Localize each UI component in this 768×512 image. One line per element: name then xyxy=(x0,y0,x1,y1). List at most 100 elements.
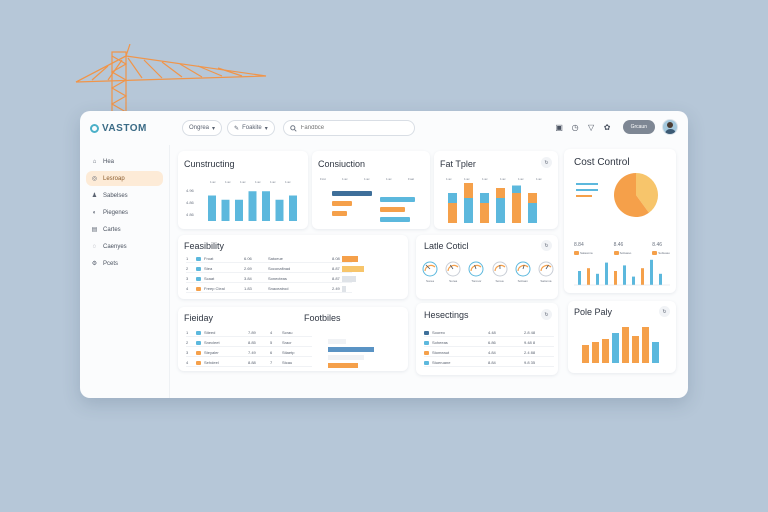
cell-text: Soheeas xyxy=(432,340,448,345)
bar xyxy=(578,271,581,285)
settings-icon[interactable]: ✿ xyxy=(603,122,611,132)
search-input[interactable] xyxy=(300,125,401,131)
table-row[interactable]: 1 Stieed 7.89 4 Scrau xyxy=(186,329,312,337)
table-cell: Satoeue xyxy=(268,256,332,261)
row-swatch xyxy=(196,266,201,271)
legend-swatch xyxy=(652,251,658,255)
gauge[interactable]: Torosor xyxy=(468,261,484,283)
gauge[interactable]: Soltoan xyxy=(515,261,531,283)
pole-bar-chart xyxy=(582,327,659,363)
bar xyxy=(587,268,590,285)
cell-text: Stcau xyxy=(282,360,293,365)
bar xyxy=(623,265,626,285)
gauge[interactable]: Salonna xyxy=(538,261,554,283)
cell-text: Snecleet xyxy=(204,340,220,345)
gauge-arc xyxy=(517,264,529,272)
cell-text: 4.84 xyxy=(488,350,496,355)
bar xyxy=(221,199,230,221)
card-options-button[interactable]: ↻ xyxy=(659,306,670,317)
card-cost-control: Cost Control 8.84 Salaomia 8.46 Soltuaso 8… xyxy=(564,149,676,293)
table-cell: Soconafinad xyxy=(268,266,332,271)
card-options-button[interactable]: ↻ xyxy=(541,309,552,320)
progress-bar xyxy=(342,256,358,262)
table-row[interactable]: 1 Froat 6.06 Satoeue 8.08 xyxy=(186,255,352,263)
bar xyxy=(332,211,347,216)
cost-icon: ◎ xyxy=(91,176,98,182)
card-options-button[interactable]: ↻ xyxy=(541,240,552,251)
table-row[interactable]: 2 Stea 2.69 Soconafinad 8.87 xyxy=(186,265,352,273)
sidebar-item-progress[interactable]: ◐ Piegenes xyxy=(86,205,163,220)
bar xyxy=(332,201,352,206)
cell-text: 5 xyxy=(270,340,273,345)
bar xyxy=(659,273,662,285)
table-cell: Snaceatrod xyxy=(268,286,332,291)
table-cell: 8.84 xyxy=(488,360,524,365)
bar xyxy=(512,185,521,193)
cell-text: Froat xyxy=(204,256,214,261)
table-cell: 4.84 xyxy=(488,350,524,355)
cell-text: 8.87 xyxy=(332,266,340,271)
gauge[interactable]: Sorea xyxy=(422,261,438,283)
table-cell: Soheeas xyxy=(424,340,488,345)
bar xyxy=(528,203,537,223)
table-row[interactable]: Stueruane 8.84 9.8 35 xyxy=(424,359,554,367)
tick-label: 1:ac xyxy=(210,180,216,184)
filter2-label: Foakite xyxy=(242,125,262,131)
clock-icon[interactable]: ◷ xyxy=(571,122,579,132)
table-cell: 4 xyxy=(186,286,196,291)
table-cell: Scaat xyxy=(196,276,244,281)
sidebar-item-label: Sabelses xyxy=(103,192,128,199)
filter-dropdown-1[interactable]: Ongrea ▾ xyxy=(182,120,223,136)
user-menu-button[interactable]: Grcaun xyxy=(622,120,655,134)
table-row[interactable]: Sooreo 4.48 2.8 48 xyxy=(424,329,554,337)
cell-text: Stea xyxy=(204,266,213,271)
row-swatch xyxy=(196,360,201,365)
card-options-button[interactable]: ↻ xyxy=(541,157,552,168)
logo-icon xyxy=(90,123,99,133)
sidebar-item-settings[interactable]: ⚙ Pcets xyxy=(86,256,163,271)
edit-icon: ✎ xyxy=(234,125,240,132)
bar xyxy=(652,342,659,363)
table-cell: 7.49 xyxy=(248,350,270,355)
table-cell: 2 xyxy=(186,340,196,345)
card-friday: Fieiday Footbiles 1 Stieed 7.89 4 Scrau 2 Snec… xyxy=(178,307,408,371)
avatar[interactable] xyxy=(662,119,678,135)
bell-icon[interactable]: ▽ xyxy=(588,122,595,132)
sidebar-item-home[interactable]: ⌂ Hea xyxy=(86,154,163,169)
table-row[interactable]: 4 Sehdeel 8.88 7 Stcau xyxy=(186,359,312,367)
row-swatch xyxy=(196,256,201,261)
app-logo[interactable]: VASTOM xyxy=(90,123,182,134)
legend-item: 8.46 Soltuaso xyxy=(652,233,670,255)
axis-label: 4 86 xyxy=(186,212,194,217)
card-pole: Pole Paly ↻ xyxy=(568,301,676,373)
table-row[interactable]: 3 Scaat 3.84 Sonecteas 8.87 xyxy=(186,275,352,283)
filter-dropdown-2[interactable]: ✎ Foakite ▾ xyxy=(227,120,275,136)
table-row[interactable]: Soheeas 6.86 9.48 8 xyxy=(424,339,554,347)
cell-text: 3 xyxy=(186,350,189,355)
sidebar-item-chat[interactable]: ◌ Caenyes xyxy=(86,239,163,254)
gauge[interactable]: Sorea xyxy=(492,261,508,283)
table-row[interactable]: 3 Steyaler 7.49 6 Stiaetp xyxy=(186,349,312,357)
row-swatch xyxy=(196,286,201,291)
legend-label: Soltuaso xyxy=(619,251,632,255)
row-swatch xyxy=(196,330,201,335)
users-icon: ♟ xyxy=(91,193,98,199)
bar xyxy=(328,347,374,352)
gauge[interactable]: Sorea xyxy=(445,261,461,283)
sidebar-item-cost[interactable]: ◎ Lesroap xyxy=(86,171,163,186)
calendar-icon[interactable]: ▣ xyxy=(555,122,563,132)
card-title: Pole Paly xyxy=(574,307,613,317)
cell-text: 8.08 xyxy=(332,256,340,261)
pie-slice xyxy=(636,173,658,213)
table-row[interactable]: 2 Snecleet 8.85 5 Sracr xyxy=(186,339,312,347)
sidebar-item-charts[interactable]: ▤ Cartes xyxy=(86,222,163,237)
table-row[interactable]: 4 Freep Cleal 1.83 Snaceatrod 2.49 xyxy=(186,285,352,293)
table-cell: Stieed xyxy=(196,330,248,335)
gauge-arc xyxy=(447,264,459,272)
cell-text: 8.87 xyxy=(332,276,340,281)
legend-value: 8.46 xyxy=(613,242,624,248)
bar xyxy=(496,198,505,223)
table-cell: 9.8 35 xyxy=(524,360,554,365)
table-row[interactable]: Stomeaut 4.84 2.4 88 xyxy=(424,349,554,357)
sidebar-item-users[interactable]: ♟ Sabelses xyxy=(86,188,163,203)
